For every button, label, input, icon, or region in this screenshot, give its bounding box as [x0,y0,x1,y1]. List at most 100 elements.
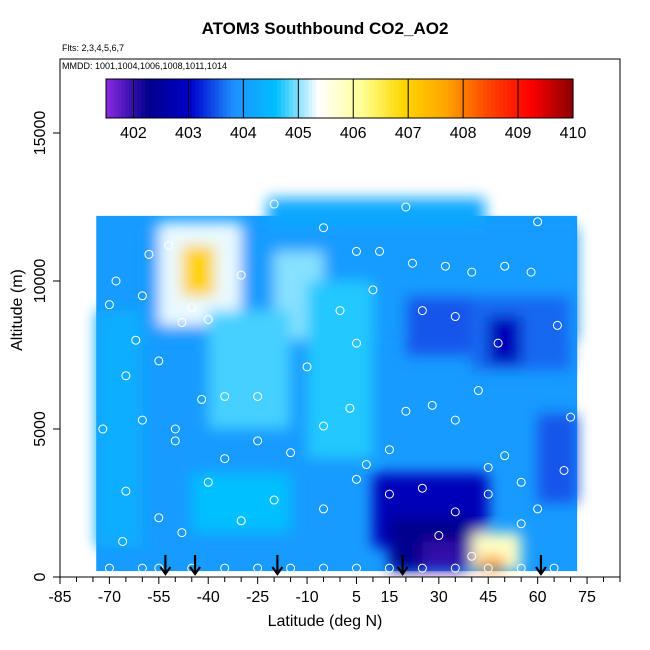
colorbar-segment [393,79,399,118]
colorbar-segment [390,79,395,118]
heatmap-layer [96,198,578,572]
chart-title: ATOM3 Southbound CO2_AO2 [201,19,449,38]
colorbar-segment [207,79,212,118]
subtitle-dates: MMDD: 1001,1004,1006,1008,1011,1014 [62,61,227,71]
colorbar-segment [456,79,461,118]
observation-point [483,462,493,472]
observation-point [483,489,493,499]
heatmap-region [488,316,522,364]
observation-point [526,267,536,277]
observation-point [384,563,394,573]
observation-point [170,436,180,446]
flight-arrow [396,555,409,576]
colorbar-segment [487,79,492,118]
colorbar: 402 403 404 405 406 407 408 409 410 [105,78,586,142]
colorbar-segment [179,79,185,118]
x-tick-label: 75 [578,589,596,606]
colorbar-segment [218,79,224,118]
heatmap-region [96,310,143,548]
subtitle-flights: Flts: 2,3,4,5,6,7 [62,43,125,53]
colorbar-segment [281,79,286,118]
colorbar-segment [557,79,562,118]
colorbar-segment [565,79,570,118]
colorbar-segment [288,79,294,118]
colorbar-segment [211,79,216,118]
colorbar-segment [545,79,551,118]
observation-point [203,477,213,487]
observation-point [516,563,526,573]
observation-point [253,391,263,401]
colorbar-segment [530,79,535,118]
observation-point [319,504,329,514]
colorbar-segment [362,79,368,118]
y-tick-label: 15000 [32,111,49,156]
colorbar-segment [541,79,547,118]
x-tick-label: 60 [529,589,547,606]
observation-point [351,246,361,256]
colorbar-tick-label: 409 [505,125,532,142]
colorbar-segment [553,79,559,118]
x-tick-label: 30 [430,589,448,606]
colorbar-segment [483,79,488,118]
colorbar-segment [214,79,220,118]
heatmap-region [478,556,505,572]
colorbar-segment [141,79,146,118]
observation-point [104,300,114,310]
x-tick-label: -85 [48,589,71,606]
colorbar-segment [561,79,566,118]
colorbar-segment [226,79,232,118]
colorbar-segment [222,79,228,118]
x-axis-label: Latitude (deg N) [267,613,383,630]
colorbar-segment [534,79,539,118]
observation-point [319,563,329,573]
colorbar-segment [495,79,500,118]
observation-point [533,217,543,227]
heatmap-region [537,414,578,503]
observation-point [335,306,345,316]
x-tick-label: -70 [98,589,121,606]
colorbar-segment [323,79,329,118]
observation-point [440,261,450,271]
colorbar-segment [257,79,263,118]
colorbar-tick-label: 403 [175,125,202,142]
observation-point [236,516,246,526]
colorbar-segment [502,79,508,118]
observation-point [319,421,329,431]
colorbar-segment [191,79,197,118]
observation-point [533,504,543,514]
observation-point [384,489,394,499]
observation-point [144,249,154,259]
y-axis: 0 5000 10000 15000 [32,111,60,581]
flight-arrow [535,555,547,576]
observation-point [483,563,493,573]
observation-point [220,391,230,401]
colorbar-segment [121,79,127,118]
colorbar-segment [125,79,130,118]
colorbar-segment [510,79,516,118]
observation-point [164,240,174,250]
observation-point [137,291,147,301]
colorbar-segment [347,79,352,118]
x-tick-label: 5 [352,589,361,606]
colorbar-segment [129,79,134,118]
colorbar-segment [320,79,325,118]
colorbar-segment [203,79,208,118]
colorbar-segment [195,79,200,118]
observation-point [111,276,121,286]
observation-point [220,454,230,464]
observation-point [467,267,477,277]
observation-point [197,394,207,404]
colorbar-tick-label: 405 [285,125,312,142]
observation-point [427,400,437,410]
observation-point [500,451,510,461]
colorbar-segment [156,79,162,118]
colorbar-segment [448,79,453,118]
observation-point [121,371,131,381]
observation-point [407,258,417,268]
observation-point [253,563,263,573]
observation-point [351,338,361,348]
colorbar-segment [429,79,434,118]
observation-point [417,306,427,316]
colorbar-segment [417,79,422,118]
colorbar-segment [378,79,383,118]
